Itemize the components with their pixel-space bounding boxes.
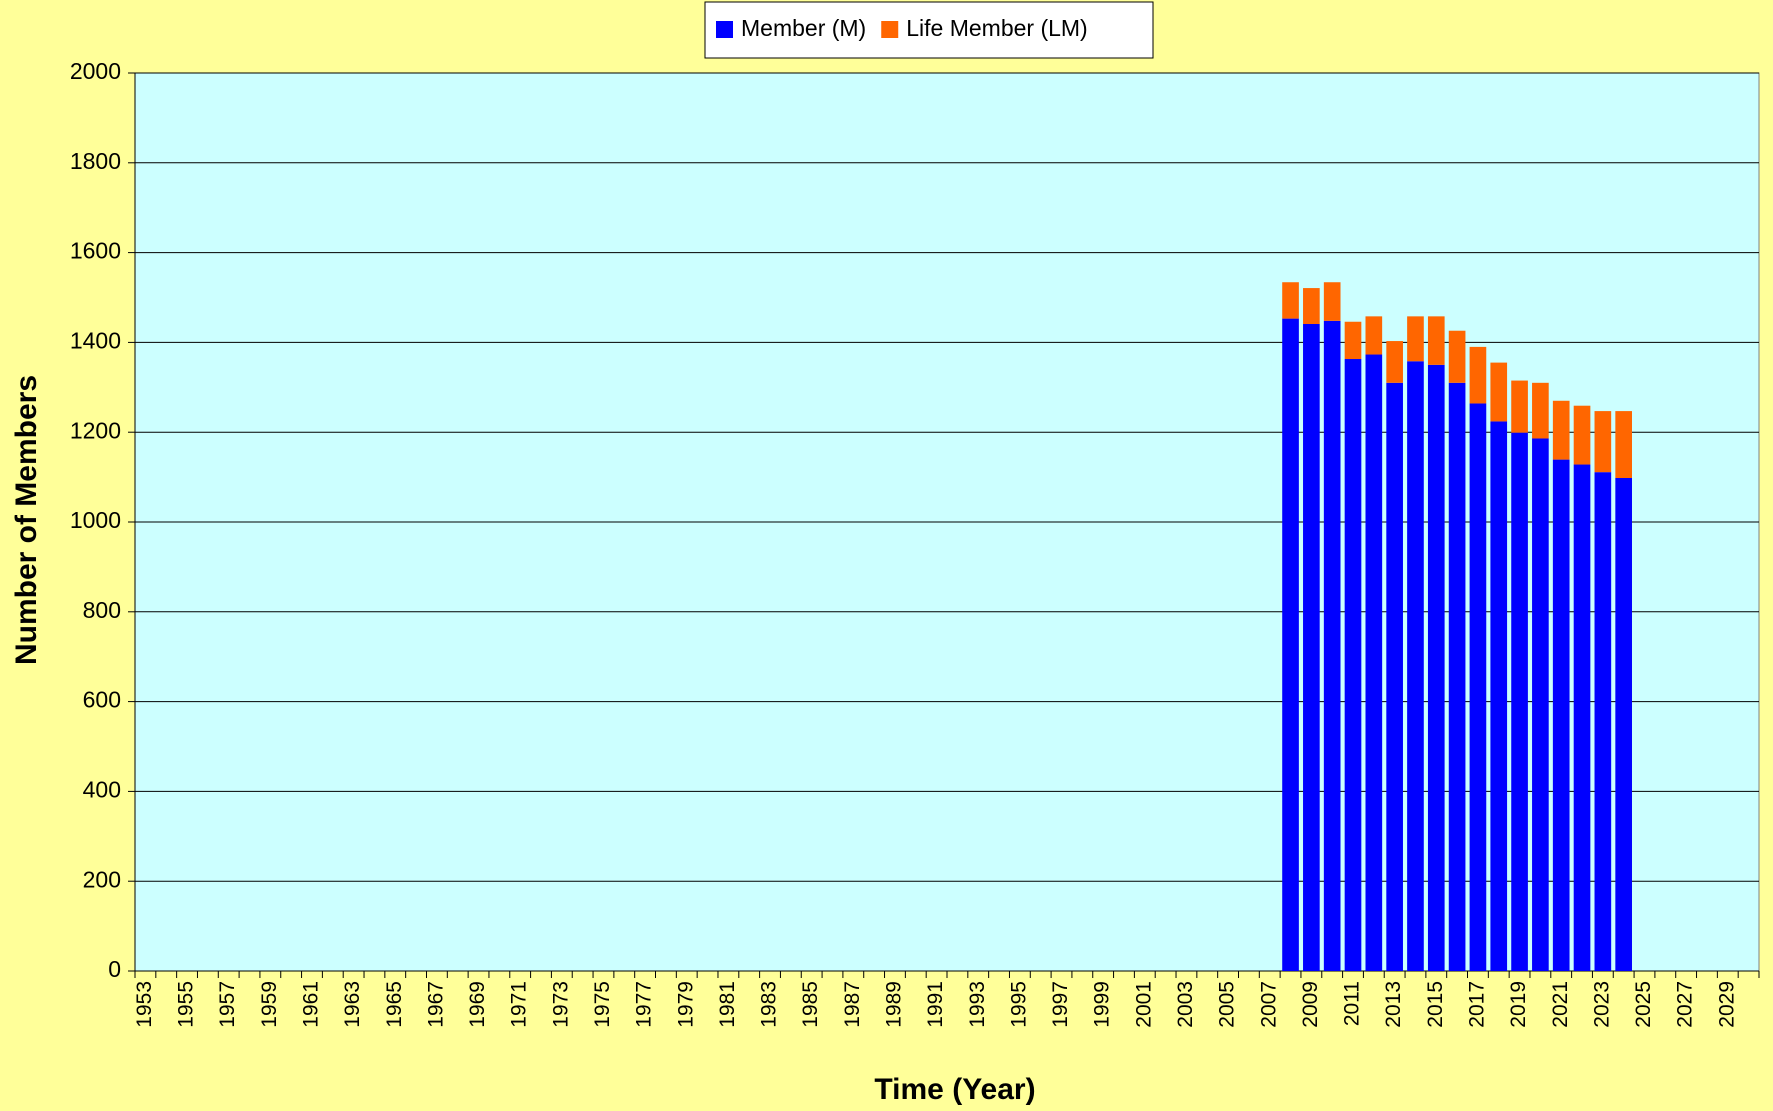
bar-segment [1552,459,1570,971]
x-tick-label: 1993 [966,981,989,1028]
x-tick-label: 1991 [924,981,947,1028]
x-tick-label: 1983 [758,981,781,1028]
y-tick-label: 1200 [70,417,121,443]
bar-segment [1594,411,1612,473]
x-tick-label: 1969 [466,981,489,1028]
x-tick-label: 2007 [1257,981,1280,1028]
legend-label: Member (M) [741,15,866,41]
x-tick-label: 2013 [1382,981,1405,1028]
y-axis-title: Number of Members [10,375,43,665]
x-tick-label: 2025 [1632,981,1655,1028]
legend-swatch [881,21,899,38]
x-tick-label: 2005 [1216,981,1239,1028]
y-tick-label: 600 [83,687,121,713]
bar-segment [1511,432,1528,971]
x-tick-label: 1999 [1091,981,1114,1028]
bar-segment [1407,316,1424,362]
x-tick-label: 1995 [1007,981,1030,1028]
bar-segment [1448,382,1466,971]
bar-segment [1407,361,1424,971]
bar-segment [1469,403,1487,971]
bar-segment [1303,323,1320,972]
x-tick-label: 1987 [841,981,864,1028]
y-tick-label: 400 [83,776,121,802]
x-tick-label: 2017 [1465,981,1488,1028]
x-tick-label: 2011 [1341,981,1364,1026]
bar-segment [1615,411,1632,478]
x-tick-label: 1979 [674,981,697,1028]
x-tick-label: 1961 [300,981,323,1028]
x-tick-label: 1963 [341,981,364,1028]
bar-segment [1365,354,1383,971]
bar-segment [1282,318,1299,971]
x-tick-label: 1975 [591,981,614,1028]
y-tick-label: 800 [83,597,121,623]
bar-segment [1532,438,1549,972]
x-tick-label: 2009 [1299,981,1322,1028]
x-tick-label: 1959 [258,981,281,1028]
y-tick-label: 2000 [70,58,121,84]
bar-segment [1282,282,1299,319]
x-tick-label: 2019 [1507,981,1530,1028]
bar-segment [1615,477,1632,971]
x-tick-label: 1977 [633,981,656,1028]
y-tick-label: 1800 [70,148,121,174]
bar-segment [1344,359,1362,971]
x-tick-label: 1953 [133,981,156,1028]
bar-segment [1323,282,1341,321]
x-tick-label: 1971 [508,981,531,1028]
x-tick-label: 1985 [799,981,822,1028]
bar-segment [1594,472,1612,971]
x-tick-label: 1981 [716,981,739,1028]
x-tick-label: 2029 [1715,981,1738,1028]
x-tick-label: 1965 [383,981,406,1028]
bar-segment [1303,288,1320,324]
legend-swatch [716,21,733,38]
x-axis-title: Time (Year) [874,1073,1035,1106]
bar-segment [1573,405,1591,465]
y-tick-label: 0 [108,956,121,982]
bar-segment [1490,362,1508,422]
bar-segment [1386,382,1403,971]
bar-segment [1532,382,1549,439]
bar-segment [1427,364,1445,972]
bar-segment [1323,320,1341,971]
x-tick-label: 1957 [216,981,239,1028]
bar-segment [1573,464,1591,971]
x-tick-label: 1967 [424,981,447,1028]
bar-segment [1552,400,1570,460]
bar-segment [1448,330,1466,383]
bar-segment [1344,321,1362,360]
x-tick-label: 2027 [1674,981,1697,1028]
x-tick-label: 2001 [1132,981,1155,1028]
bar-segment [1365,316,1383,355]
bar-segment [1469,346,1487,404]
legend-label: Life Member (LM) [906,15,1087,41]
x-tick-label: 1997 [1049,981,1072,1028]
bar-segment [1511,380,1528,433]
x-tick-label: 1955 [175,981,198,1028]
x-tick-label: 2023 [1590,981,1613,1028]
legend [704,1,1154,59]
x-tick-label: 2021 [1549,981,1572,1028]
x-tick-label: 1973 [549,981,572,1028]
bar-segment [1386,341,1403,383]
x-tick-label: 2015 [1424,981,1447,1028]
x-tick-label: 1989 [882,981,905,1028]
y-tick-label: 200 [83,866,121,892]
y-tick-label: 1000 [70,507,121,533]
y-tick-label: 1600 [70,238,121,264]
bar-segment [1490,421,1508,971]
x-tick-label: 2003 [1174,981,1197,1028]
y-tick-label: 1400 [70,327,121,353]
bar-segment [1427,316,1445,365]
